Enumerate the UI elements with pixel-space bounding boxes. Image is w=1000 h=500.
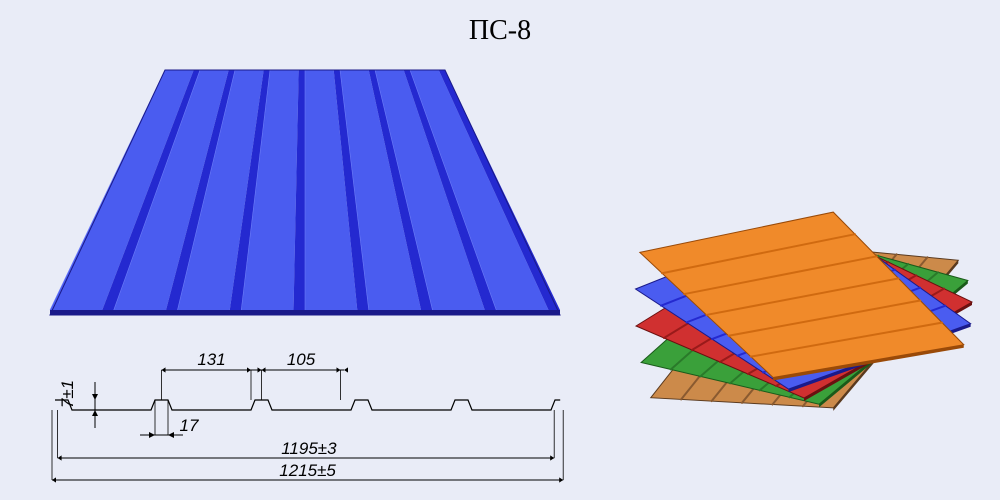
dim-pitch: 131	[197, 350, 225, 369]
diagram-container: ПС-8 7±1 131 105 17 1195±3 1215±5	[0, 0, 1000, 500]
diagram-svg: 7±1 131 105 17 1195±3 1215±5	[0, 0, 1000, 500]
product-title: ПС-8	[0, 15, 1000, 47]
main-sheet	[50, 70, 560, 315]
dim-total: 1215±5	[279, 461, 336, 480]
profile-diagram: 7±1 131 105 17 1195±3 1215±5	[52, 350, 563, 483]
dim-ribwidth: 17	[180, 416, 199, 435]
dim-flat: 105	[287, 350, 316, 369]
dim-height: 7±1	[58, 380, 77, 408]
dim-useful: 1195±3	[281, 439, 337, 458]
color-stack	[636, 212, 972, 411]
